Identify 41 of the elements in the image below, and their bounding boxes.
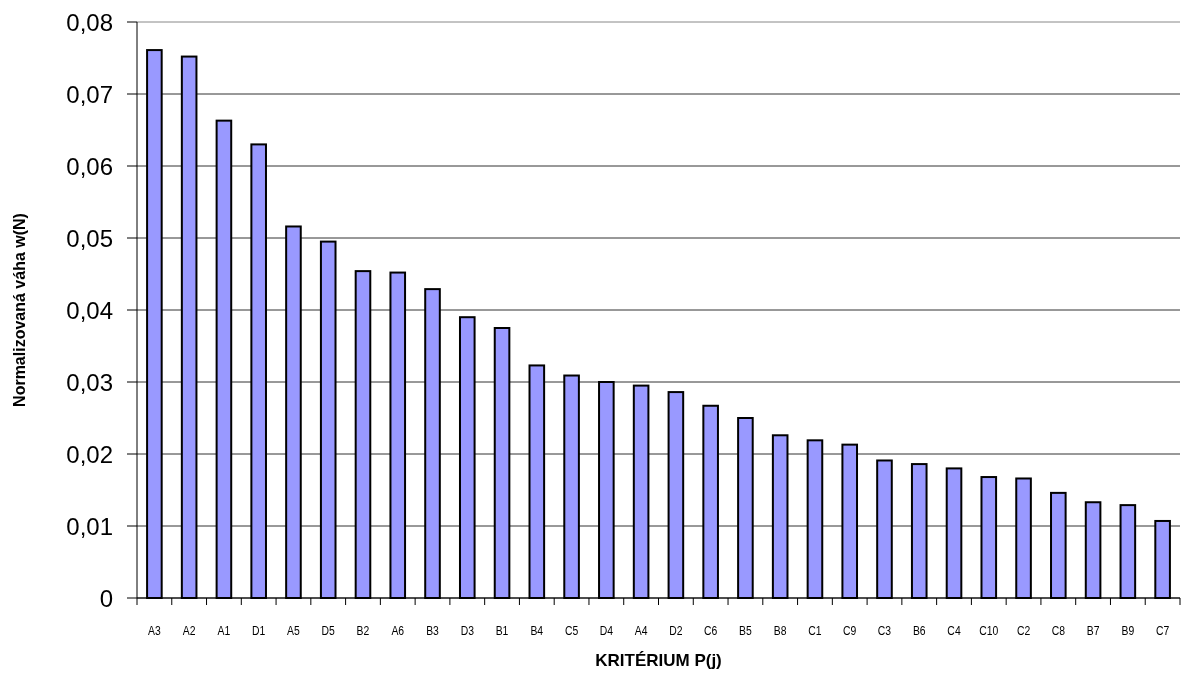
x-tick-label: D3 <box>460 622 475 638</box>
x-tick-label: B8 <box>773 622 787 638</box>
x-tick-label: A4 <box>634 622 648 638</box>
y-tick-label: 0,06 <box>66 152 113 180</box>
x-tick-label: B3 <box>426 622 440 638</box>
x-tick-label: B7 <box>1086 622 1100 638</box>
y-tick-label: 0,02 <box>66 440 113 468</box>
x-tick-label: C7 <box>1155 622 1170 638</box>
x-tick-label: A2 <box>182 622 196 638</box>
x-tick-label: C4 <box>947 622 962 638</box>
x-tick-label: C9 <box>843 622 857 638</box>
x-tick-label: A5 <box>287 622 301 638</box>
x-tick-label: A1 <box>217 622 231 638</box>
x-tick-label: B4 <box>530 622 544 638</box>
x-tick-label: C5 <box>564 622 579 638</box>
x-tick-label: B1 <box>495 622 509 638</box>
x-tick-label: D5 <box>321 622 336 638</box>
x-tick-label: C3 <box>877 622 892 638</box>
x-tick-label: C8 <box>1051 622 1066 638</box>
y-tick-label: 0,04 <box>66 296 113 324</box>
x-tick-label: B5 <box>739 622 753 638</box>
x-tick-label: D2 <box>669 622 683 638</box>
x-tick-label: B2 <box>356 622 370 638</box>
y-tick-label: 0,07 <box>66 80 113 108</box>
x-tick-label: B6 <box>912 622 926 638</box>
x-tick-label: A6 <box>391 622 405 638</box>
y-tick-label: 0,05 <box>66 224 113 252</box>
x-tick-label: B9 <box>1121 622 1135 638</box>
x-tick-label: A3 <box>148 622 162 638</box>
y-tick-label: 0,08 <box>66 8 113 36</box>
x-tick-label: C6 <box>704 622 718 638</box>
y-tick-label: 0,03 <box>66 368 113 396</box>
x-tick-label: D1 <box>252 622 266 638</box>
x-tick-label: C10 <box>979 622 999 638</box>
y-axis-title: Normalizovaná váha w(N) <box>11 213 28 407</box>
x-axis-title: KRITÉRIUM P(j) <box>595 651 722 670</box>
x-tick-label: C2 <box>1016 622 1031 638</box>
x-tick-label: C1 <box>808 622 822 638</box>
y-tick-label: 0 <box>99 584 113 612</box>
y-tick-label: 0,01 <box>66 512 113 540</box>
x-tick-label: D4 <box>599 622 614 638</box>
